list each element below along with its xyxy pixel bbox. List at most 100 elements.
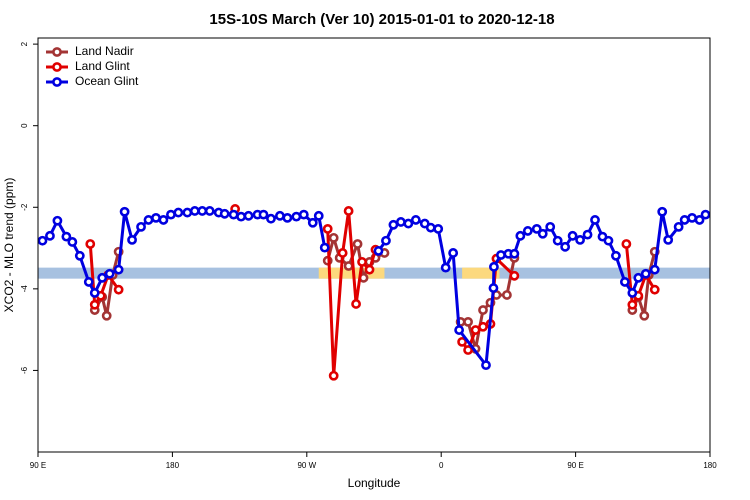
point [236,211,246,222]
point [633,272,644,283]
point [89,299,100,310]
point [228,209,239,220]
point [282,212,293,223]
plot-frame [37,37,711,453]
point [567,230,578,241]
point [649,264,660,275]
point [158,215,169,225]
band [462,267,500,279]
point [560,241,571,252]
x-tick-label: 90 W [297,461,316,470]
point [457,336,468,347]
point [357,257,367,267]
x-tick-label: 0 [439,461,444,470]
point [37,235,48,246]
point [603,235,614,246]
point [319,242,330,253]
point [322,223,333,234]
point [151,212,161,223]
point [522,226,533,236]
point [454,325,465,335]
y-tick-label: -2 [20,203,29,211]
point [649,284,660,295]
point [425,222,436,233]
point [113,264,124,275]
y-tick-label: 2 [20,41,29,46]
point [582,229,593,240]
y-tick-label: -4 [20,285,29,293]
point [74,250,85,261]
point [61,231,72,242]
point [113,284,124,295]
point [275,210,285,221]
point [552,235,563,246]
point [700,209,711,220]
point [143,215,154,225]
point [337,248,348,258]
chart-title: 15S-10S March (Ver 10) 2015-01-01 to 202… [209,11,554,28]
point [395,217,406,227]
point [403,218,414,229]
legend-marker [52,62,62,72]
point [381,235,391,246]
point [679,215,690,225]
point [575,235,585,245]
point [197,206,208,216]
x-tick-label: 90 E [567,461,583,470]
point [189,206,200,216]
point [687,212,697,223]
point [627,288,638,298]
point [219,208,230,219]
point [496,250,506,260]
point [291,211,302,222]
point [694,215,705,225]
point [173,207,184,218]
point [515,230,526,241]
point [663,235,674,245]
point [410,215,421,225]
legend-marker [52,47,62,57]
point [463,345,473,355]
point [104,268,115,279]
point [97,272,108,283]
point [433,223,444,234]
point [328,232,339,243]
point [619,277,630,287]
point [478,305,488,315]
point [673,221,684,232]
point [448,248,459,258]
point [83,277,94,287]
legend-label: Land Glint [75,59,130,73]
point [388,219,399,230]
point [537,228,548,239]
point [657,206,668,217]
point [328,370,339,381]
x-tick-label: 180 [166,461,180,470]
point [488,283,499,293]
point [373,246,384,256]
point [470,325,481,335]
point [313,210,324,221]
point [640,268,651,279]
point [298,209,309,220]
point [85,239,96,249]
point [307,217,318,228]
point [463,316,473,327]
point [182,207,193,218]
point [364,264,375,275]
point [136,221,146,232]
x-tick-label: 90 E [30,461,46,470]
x-axis-label: Longitude [348,476,401,490]
y-tick-label: 0 [20,123,29,128]
point [67,237,78,247]
point [166,209,176,220]
point [258,209,269,220]
point [119,206,130,217]
y-axis-label: XCO2 - MLO trend (ppm) [2,178,16,313]
point [343,261,354,271]
point [101,310,112,321]
point [545,221,556,232]
point [204,206,215,216]
point [45,230,55,241]
